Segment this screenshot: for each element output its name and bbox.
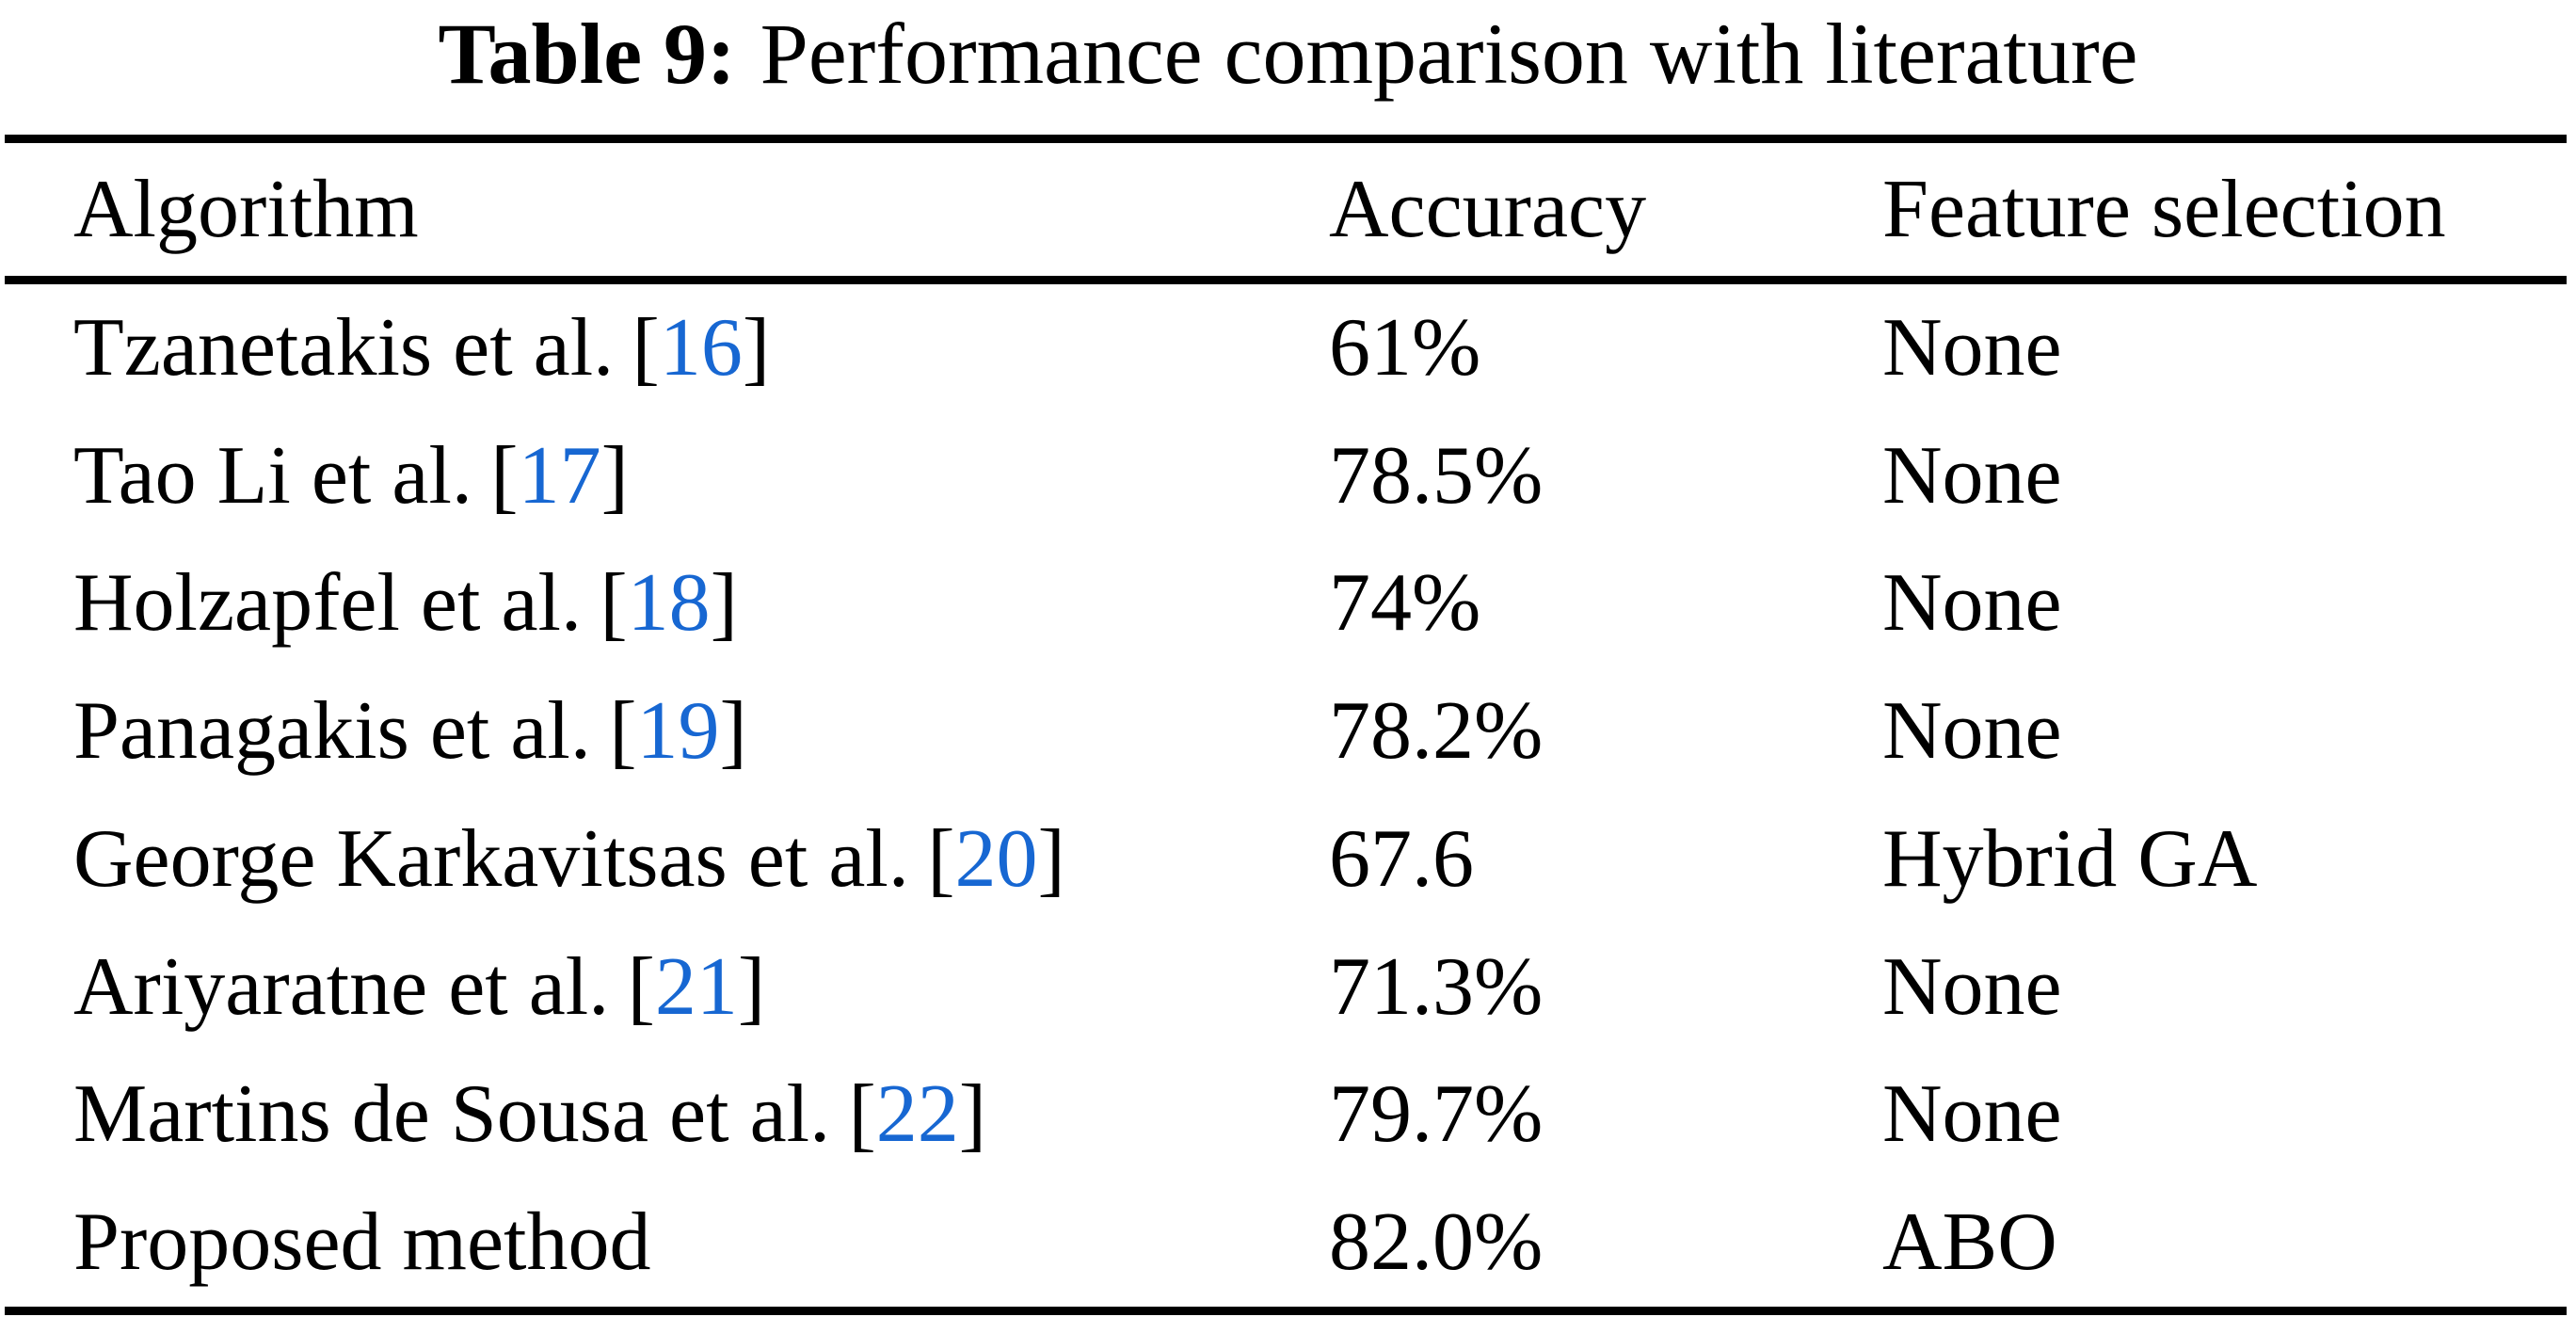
citation-bracket-open: [ (627, 940, 655, 1033)
citation-ref: [18] (600, 557, 738, 649)
performance-comparison-table: Algorithm Accuracy Feature selection Tza… (5, 135, 2567, 1315)
citation-bracket-close: ] (737, 940, 766, 1033)
algorithm-name: George Karkavitsas et al. (73, 812, 909, 905)
citation-bracket-close: ] (719, 685, 747, 778)
column-header-feature-selection: Feature selection (1882, 163, 2446, 255)
accuracy-cell: 82.0% (1329, 1196, 1544, 1289)
table-caption-text: Performance comparison with literature (760, 6, 2138, 102)
column-header-algorithm: Algorithm (73, 163, 419, 255)
algorithm-cell: Ariyaratne et al. [21] (73, 945, 1329, 1029)
table-row: Tzanetakis et al. [16] 61% None (5, 284, 2567, 412)
algorithm-name: Tzanetakis et al. (73, 301, 615, 393)
algorithm-name: Tao Li et al. (73, 429, 472, 522)
citation-bracket-open: [ (848, 1068, 876, 1161)
citation-bracket-close: ] (600, 429, 629, 522)
table-caption: Table 9: Performance comparison with lite… (0, 2, 2576, 105)
citation-link[interactable]: 19 (636, 685, 720, 778)
feature-selection-cell: None (1882, 940, 2062, 1033)
feature-selection-cell: None (1882, 685, 2062, 778)
citation-bracket-close: ] (1037, 812, 1065, 905)
citation-ref: [20] (927, 813, 1065, 905)
algorithm-cell: Panagakis et al. [19] (73, 690, 1329, 773)
citation-link[interactable]: 20 (954, 812, 1038, 905)
accuracy-cell: 79.7% (1329, 1068, 1544, 1161)
feature-selection-cell: None (1882, 557, 2062, 650)
citation-link[interactable]: 17 (518, 429, 601, 522)
table-row: Tao Li et al. [17] 78.5% None (5, 412, 2567, 540)
table-caption-label: Table 9: (438, 6, 736, 102)
citation-bracket-open: [ (490, 429, 519, 522)
algorithm-name: Ariyaratne et al. (73, 940, 610, 1033)
accuracy-cell: 74% (1329, 557, 1481, 650)
feature-selection-cell: None (1882, 429, 2062, 522)
citation-bracket-open: [ (632, 301, 660, 393)
citation-link[interactable]: 18 (627, 557, 711, 650)
citation-link[interactable]: 22 (875, 1068, 959, 1161)
feature-selection-cell: ABO (1882, 1196, 2057, 1289)
citation-bracket-open: [ (600, 557, 628, 650)
algorithm-name: Proposed method (73, 1196, 651, 1289)
algorithm-cell: Holzapfel et al. [18] (73, 562, 1329, 645)
feature-selection-cell: None (1882, 301, 2062, 393)
citation-bracket-close: ] (710, 557, 738, 650)
algorithm-cell: George Karkavitsas et al. [20] (73, 817, 1329, 901)
algorithm-name: Holzapfel et al. (73, 557, 582, 650)
algorithm-name: Martins de Sousa et al. (73, 1068, 831, 1161)
table-body: Tzanetakis et al. [16] 61% None Tao Li et… (5, 284, 2567, 1307)
citation-bracket-open: [ (609, 685, 637, 778)
table-row: Ariyaratne et al. [21] 71.3% None (5, 923, 2567, 1052)
table-row: George Karkavitsas et al. [20] 67.6 Hybri… (5, 795, 2567, 923)
algorithm-cell: Martins de Sousa et al. [22] (73, 1073, 1329, 1156)
algorithm-name: Panagakis et al. (73, 685, 591, 778)
citation-ref: [22] (848, 1068, 986, 1160)
algorithm-cell: Tzanetakis et al. [16] (73, 306, 1329, 390)
table-row: Proposed method[] 82.0% ABO (5, 1179, 2567, 1307)
citation-ref: [21] (628, 941, 766, 1033)
citation-ref: [19] (609, 685, 747, 777)
citation-bracket-open: [ (927, 812, 955, 905)
accuracy-cell: 71.3% (1329, 940, 1544, 1033)
citation-ref: [16] (632, 302, 771, 393)
accuracy-cell: 67.6 (1329, 812, 1474, 905)
accuracy-cell: 78.2% (1329, 685, 1544, 778)
table-row: Holzapfel et al. [18] 74% None (5, 540, 2567, 668)
column-header-accuracy: Accuracy (1329, 163, 1647, 255)
feature-selection-cell: None (1882, 1068, 2062, 1161)
feature-selection-cell: Hybrid GA (1882, 812, 2258, 905)
citation-link[interactable]: 21 (654, 940, 738, 1033)
algorithm-cell: Proposed method[] (73, 1201, 1329, 1284)
citation-bracket-close: ] (958, 1068, 987, 1161)
table-row: Martins de Sousa et al. [22] 79.7% None (5, 1052, 2567, 1180)
citation-ref: [17] (490, 430, 629, 522)
header-row: Algorithm Accuracy Feature selection (5, 143, 2567, 284)
citation-bracket-close: ] (742, 301, 771, 393)
accuracy-cell: 78.5% (1329, 429, 1544, 522)
accuracy-cell: 61% (1329, 301, 1481, 393)
citation-link[interactable]: 16 (659, 301, 743, 393)
algorithm-cell: Tao Li et al. [17] (73, 434, 1329, 518)
table-row: Panagakis et al. [19] 78.2% None (5, 667, 2567, 795)
